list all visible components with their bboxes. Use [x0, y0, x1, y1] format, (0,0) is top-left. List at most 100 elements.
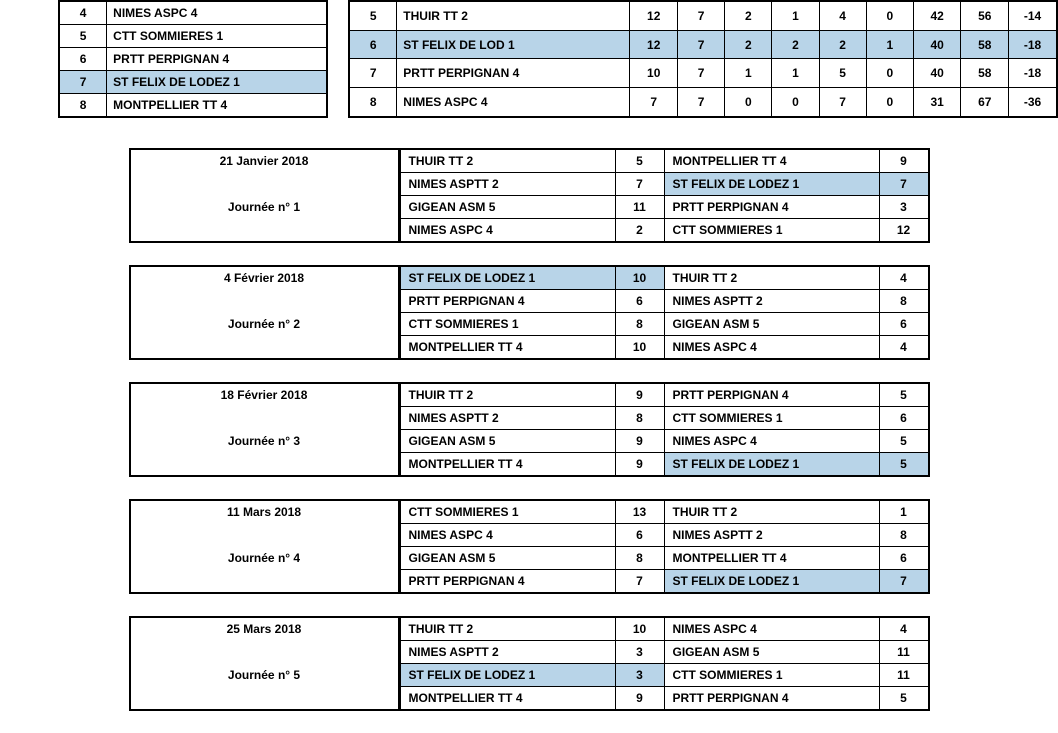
stat-cell: 40 [913, 30, 961, 59]
match-row: NIMES ASPTT 27ST FELIX DE LODEZ 17 [400, 173, 929, 196]
match-home-score: 8 [615, 547, 664, 570]
match-row: NIMES ASPC 46NIMES ASPTT 28 [400, 524, 929, 547]
rank-cell: 7 [59, 71, 107, 94]
match-home-score: 10 [615, 617, 664, 641]
match-home: MONTPELLIER TT 4 [400, 336, 616, 360]
match-away-score: 3 [879, 196, 929, 219]
match-away-score: 4 [879, 617, 929, 641]
match-row: NIMES ASPTT 28CTT SOMMIERES 16 [400, 407, 929, 430]
ranking-table-left: 4NIMES ASPC 45CTT SOMMIERES 16PRTT PERPI… [58, 0, 328, 118]
day-spacer [130, 335, 399, 359]
match-away: NIMES ASPTT 2 [664, 290, 879, 313]
match-away-score: 6 [879, 547, 929, 570]
match-away-score: 9 [879, 149, 929, 173]
match-home: THUIR TT 2 [400, 149, 616, 173]
match-away-score: 5 [879, 430, 929, 453]
match-home: NIMES ASPC 4 [400, 524, 616, 547]
match-away-score: 6 [879, 407, 929, 430]
stat-cell: 0 [866, 59, 913, 88]
day-spacer [130, 569, 399, 593]
day-spacer [130, 407, 399, 430]
match-row: MONTPELLIER TT 410NIMES ASPC 44 [400, 336, 929, 360]
rank-cell: 8 [59, 94, 107, 118]
day-date: 18 Février 2018 [130, 383, 399, 407]
match-away: GIGEAN ASM 5 [664, 313, 879, 336]
match-row: NIMES ASPC 42CTT SOMMIERES 112 [400, 219, 929, 243]
ranking-row: 7PRTT PERPIGNAN 410711504058-18 [349, 59, 1057, 88]
match-away-score: 5 [879, 383, 929, 407]
match-row: THUIR TT 210NIMES ASPC 44 [400, 617, 929, 641]
rank-cell: 7 [349, 59, 397, 88]
match-home-score: 10 [615, 336, 664, 360]
stat-cell: 10 [630, 59, 678, 88]
rank-cell: 4 [59, 1, 107, 25]
stat-cell: 2 [725, 30, 772, 59]
day-date: 25 Mars 2018 [130, 617, 399, 641]
stat-cell: 1 [725, 59, 772, 88]
match-away: ST FELIX DE LODEZ 1 [664, 570, 879, 594]
team-cell: ST FELIX DE LODEZ 1 [107, 71, 327, 94]
match-home: THUIR TT 2 [400, 383, 616, 407]
match-home: THUIR TT 2 [400, 617, 616, 641]
match-home: MONTPELLIER TT 4 [400, 687, 616, 711]
rank-cell: 5 [349, 1, 397, 30]
day-block: 25 Mars 2018 Journée n° 5 THUIR TT 210NI… [0, 616, 1058, 711]
stat-cell: 0 [866, 88, 913, 117]
day-header: 21 Janvier 2018 Journée n° 1 [129, 148, 399, 243]
match-away-score: 7 [879, 570, 929, 594]
matches-table: THUIR TT 29PRTT PERPIGNAN 45NIMES ASPTT … [399, 382, 930, 477]
stat-cell: 1 [772, 59, 819, 88]
match-away-score: 12 [879, 219, 929, 243]
stat-cell: 40 [913, 59, 961, 88]
stat-cell: 12 [630, 30, 678, 59]
stat-cell: 56 [961, 1, 1009, 30]
day-spacer [130, 218, 399, 242]
match-away: CTT SOMMIERES 1 [664, 219, 879, 243]
stat-cell: 5 [819, 59, 866, 88]
match-away-score: 11 [879, 641, 929, 664]
match-away: PRTT PERPIGNAN 4 [664, 687, 879, 711]
match-row: GIGEAN ASM 511PRTT PERPIGNAN 43 [400, 196, 929, 219]
stat-cell: 1 [866, 30, 913, 59]
match-away: MONTPELLIER TT 4 [664, 149, 879, 173]
match-row: PRTT PERPIGNAN 46NIMES ASPTT 28 [400, 290, 929, 313]
match-away-score: 4 [879, 266, 929, 290]
match-away: NIMES ASPTT 2 [664, 524, 879, 547]
team-cell: THUIR TT 2 [397, 1, 630, 30]
match-away: ST FELIX DE LODEZ 1 [664, 453, 879, 477]
rank-cell: 5 [59, 25, 107, 48]
stat-cell: 67 [961, 88, 1009, 117]
ranking-row: 5THUIR TT 212721404256-14 [349, 1, 1057, 30]
ranking-row: 8NIMES ASPC 47700703167-36 [349, 88, 1057, 117]
match-away-score: 11 [879, 664, 929, 687]
match-home: GIGEAN ASM 5 [400, 547, 616, 570]
stat-cell: 58 [961, 30, 1009, 59]
match-home-score: 10 [615, 266, 664, 290]
stat-cell: 2 [819, 30, 866, 59]
match-away: THUIR TT 2 [664, 266, 879, 290]
day-label: Journée n° 3 [130, 429, 399, 452]
team-cell: NIMES ASPC 4 [107, 1, 327, 25]
stat-cell: -36 [1009, 88, 1057, 117]
stat-cell: 12 [630, 1, 678, 30]
stat-cell: 7 [678, 30, 725, 59]
match-away: MONTPELLIER TT 4 [664, 547, 879, 570]
match-row: PRTT PERPIGNAN 47ST FELIX DE LODEZ 17 [400, 570, 929, 594]
match-home-score: 6 [615, 524, 664, 547]
match-away: NIMES ASPC 4 [664, 617, 879, 641]
match-home-score: 3 [615, 641, 664, 664]
team-cell: NIMES ASPC 4 [397, 88, 630, 117]
match-away: ST FELIX DE LODEZ 1 [664, 173, 879, 196]
top-tables-row: 4NIMES ASPC 45CTT SOMMIERES 16PRTT PERPI… [58, 0, 1058, 118]
days-container: 21 Janvier 2018 Journée n° 1 THUIR TT 25… [0, 148, 1058, 711]
match-home: PRTT PERPIGNAN 4 [400, 570, 616, 594]
stat-cell: 7 [630, 88, 678, 117]
rank-cell: 6 [349, 30, 397, 59]
day-block: 21 Janvier 2018 Journée n° 1 THUIR TT 25… [0, 148, 1058, 243]
stat-cell: -18 [1009, 30, 1057, 59]
match-home-score: 2 [615, 219, 664, 243]
match-row: THUIR TT 25MONTPELLIER TT 49 [400, 149, 929, 173]
day-block: 4 Février 2018 Journée n° 2 ST FELIX DE … [0, 265, 1058, 360]
stat-cell: 7 [678, 59, 725, 88]
day-date: 21 Janvier 2018 [130, 149, 399, 173]
